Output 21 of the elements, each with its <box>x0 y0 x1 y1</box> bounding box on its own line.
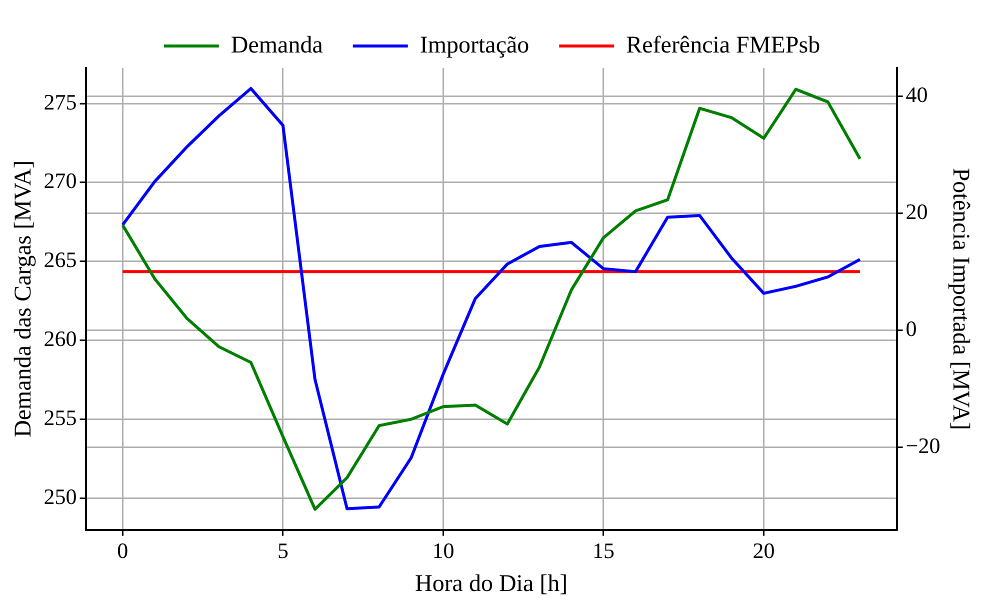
legend-label: Importação <box>420 32 530 58</box>
legend-label: Demanda <box>230 32 324 58</box>
legend-label: Referência FMEPsb <box>626 32 820 58</box>
y-axis-title: Demanda das Cargas [MVA] <box>10 160 37 438</box>
y2-axis-title: Potência Importada [MVA] <box>947 168 974 430</box>
y-tick-label: 275 <box>44 89 77 114</box>
x-tick-label: 20 <box>752 538 775 563</box>
y-tick-label: 255 <box>44 405 77 430</box>
y2-tick-label: −20 <box>906 433 940 458</box>
y2-tick-label: 40 <box>906 82 928 107</box>
y-tick-label: 250 <box>44 484 77 510</box>
y2-tick-label: 20 <box>906 198 928 224</box>
y2-tick-label: 0 <box>906 316 917 341</box>
x-tick-label: 10 <box>432 538 454 563</box>
y-tick-label: 265 <box>44 247 77 272</box>
x-tick-label: 5 <box>277 538 288 563</box>
y-tick-label: 270 <box>44 168 77 194</box>
y-tick-label: 260 <box>44 326 77 352</box>
x-tick-label: 15 <box>592 538 614 563</box>
x-tick-label: 0 <box>117 538 128 563</box>
x-axis-title: Hora do Dia [h] <box>414 570 568 597</box>
